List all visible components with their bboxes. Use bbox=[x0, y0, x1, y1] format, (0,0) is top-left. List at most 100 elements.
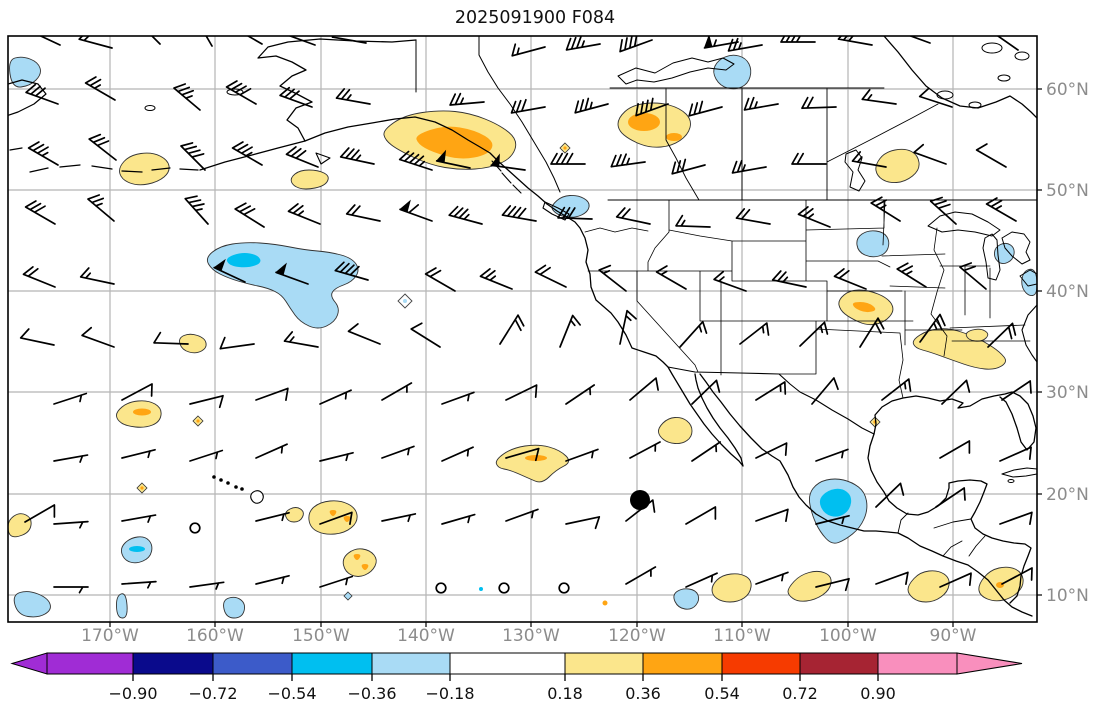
coastline-alaska bbox=[199, 38, 417, 171]
hawaii-island-dot bbox=[226, 481, 230, 485]
colorbar-tick-label: 0.72 bbox=[782, 684, 818, 703]
shaded-diamond-positive-core bbox=[196, 419, 200, 423]
bering-island bbox=[226, 88, 244, 96]
wind-barb bbox=[550, 152, 586, 165]
hawaii-island-dot bbox=[234, 485, 238, 489]
wind-barb bbox=[688, 100, 723, 117]
bering-island bbox=[144, 105, 156, 111]
wind-barb bbox=[987, 322, 1017, 348]
wind-barb bbox=[231, 141, 263, 166]
x-axis-tick-label: 140°W bbox=[397, 626, 455, 646]
wind-barb bbox=[499, 314, 525, 345]
colorbar-segment bbox=[799, 652, 879, 675]
coastline-mexico-pacific bbox=[699, 373, 1033, 617]
shaded-region-positive bbox=[342, 548, 377, 577]
wind-barb bbox=[225, 80, 257, 105]
border-alaska-yukon bbox=[415, 36, 561, 193]
contour-speck bbox=[479, 587, 483, 591]
shaded-region-negative bbox=[223, 596, 246, 619]
coastline-vancouver-island bbox=[542, 201, 570, 221]
wind-barb-pennant bbox=[275, 262, 287, 276]
wind-barb bbox=[153, 331, 189, 345]
colorbar-segment bbox=[371, 652, 451, 675]
isle-of-youth bbox=[1007, 479, 1015, 483]
wind-barb bbox=[398, 150, 433, 171]
shaded-region-positive-core bbox=[343, 516, 351, 522]
wind-barb bbox=[675, 214, 711, 228]
wind-barb bbox=[771, 270, 807, 288]
coastline-cuba bbox=[1001, 467, 1037, 478]
wind-barb bbox=[246, 36, 263, 45]
wind-barb bbox=[559, 314, 581, 348]
shaded-region-positive bbox=[965, 328, 989, 342]
wind-barb bbox=[975, 143, 1007, 168]
wind-barb bbox=[1001, 567, 1033, 585]
wind-barb bbox=[319, 575, 354, 588]
wind-barb bbox=[287, 36, 316, 46]
y-axis-tick-label: 20°N bbox=[1046, 485, 1089, 505]
colorbar-segment bbox=[291, 652, 373, 675]
wind-barb bbox=[19, 328, 55, 346]
shaded-region-negative bbox=[206, 242, 359, 329]
wind-barb bbox=[755, 381, 787, 401]
wind-barb bbox=[735, 208, 771, 225]
wind-barb bbox=[84, 76, 116, 101]
wind-barb bbox=[335, 88, 371, 105]
wind-barb bbox=[565, 516, 601, 530]
coastline-chukotka bbox=[8, 79, 47, 151]
hudson-bay-island bbox=[1014, 51, 1030, 61]
wind-barb bbox=[691, 379, 721, 405]
wind-barb bbox=[283, 331, 319, 348]
shaded-region-negative bbox=[856, 230, 890, 258]
wind-barb bbox=[557, 206, 593, 220]
northern-lake bbox=[968, 101, 982, 109]
shaded-region-negative-core bbox=[129, 546, 145, 552]
wind-barb bbox=[574, 97, 609, 114]
wind-barb bbox=[797, 206, 831, 228]
wind-barb bbox=[837, 36, 873, 46]
wind-barb bbox=[851, 151, 887, 168]
wind-barb bbox=[896, 262, 927, 288]
wind-barb bbox=[511, 43, 546, 57]
wind-barb bbox=[285, 146, 319, 168]
shaded-region-negative-core bbox=[819, 488, 852, 517]
wind-barb bbox=[347, 323, 381, 345]
colorbar-segment bbox=[877, 652, 958, 675]
shaded-region-negative bbox=[1021, 268, 1037, 296]
wind-barb bbox=[255, 443, 288, 459]
shaded-region-positive-core bbox=[133, 408, 151, 416]
wind-barb bbox=[81, 326, 115, 348]
wind-barb bbox=[255, 387, 289, 402]
wind-barb bbox=[184, 195, 209, 225]
contour-speck bbox=[602, 600, 608, 606]
wind-barb bbox=[53, 520, 89, 529]
coastline-gulf-of-alaska bbox=[304, 116, 548, 205]
wind-barb bbox=[279, 86, 313, 108]
wind-barb bbox=[691, 441, 722, 462]
calm-wind-circle bbox=[498, 582, 510, 594]
shaded-region-negative bbox=[13, 591, 51, 618]
wind-barb bbox=[448, 205, 483, 225]
great-slave-lake bbox=[617, 57, 735, 85]
lake-huron bbox=[1001, 231, 1031, 265]
wind-barb bbox=[501, 205, 537, 222]
chart-title: 2025091900 F084 bbox=[455, 8, 615, 28]
wind-barb bbox=[78, 36, 113, 49]
shaded-region-positive bbox=[308, 500, 358, 535]
wind-barb bbox=[173, 83, 201, 111]
shaded-region-positive bbox=[285, 507, 304, 523]
wind-barb bbox=[441, 513, 476, 525]
wind-barb bbox=[713, 270, 747, 292]
coastline-hudson-bay bbox=[883, 36, 1037, 119]
wind-barb bbox=[189, 449, 224, 462]
wind-barb bbox=[441, 391, 475, 405]
wind-barb bbox=[999, 446, 1032, 462]
lake-superior bbox=[927, 211, 1001, 237]
wind-barb bbox=[381, 382, 413, 401]
wind-barb bbox=[799, 321, 829, 347]
wind-barb bbox=[727, 37, 763, 52]
wind-barb bbox=[255, 574, 290, 585]
lake-michigan bbox=[982, 233, 1001, 281]
wind-barb bbox=[941, 379, 971, 405]
